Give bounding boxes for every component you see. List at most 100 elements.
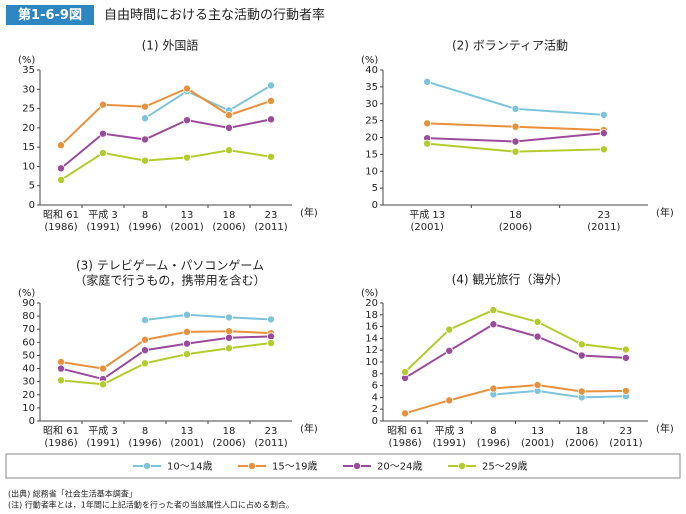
- x-tick-year: (1991): [86, 222, 119, 233]
- x-tick-label: 13: [181, 210, 194, 221]
- legend-label: 15～19歳: [272, 461, 317, 473]
- x-tick-label: 23: [265, 426, 278, 437]
- point: [99, 148, 108, 157]
- x-tick-label: 昭和 61: [43, 209, 79, 221]
- point: [511, 137, 520, 146]
- point: [57, 141, 66, 150]
- point: [224, 313, 233, 322]
- x-tick-year: (1991): [86, 438, 119, 449]
- point: [599, 110, 608, 119]
- y-tick-label: 20: [22, 390, 35, 401]
- x-tick-label: 昭和 61: [387, 425, 423, 437]
- y-axis-label: (%): [361, 288, 378, 299]
- point: [621, 345, 630, 354]
- point: [577, 340, 586, 349]
- point: [140, 114, 149, 123]
- legend-label: 10～14歳: [167, 461, 212, 473]
- x-tick-year: (2001): [521, 438, 554, 449]
- y-tick-label: 20: [22, 123, 35, 134]
- y-tick-label: 25: [365, 116, 378, 127]
- x-tick-year: (2006): [565, 438, 598, 449]
- point: [621, 353, 630, 362]
- point: [57, 364, 66, 373]
- x-tick-year: (2011): [254, 438, 287, 449]
- point: [511, 104, 520, 113]
- chart-title: (1) 外国語: [142, 38, 199, 53]
- y-tick-label: 0: [372, 200, 378, 211]
- y-tick-label: 90: [22, 298, 35, 309]
- y-tick-label: 10: [365, 357, 378, 368]
- series-line: [60, 335, 272, 381]
- x-tick-year: (2011): [254, 222, 287, 233]
- x-tick-label: 平成 3: [88, 209, 118, 221]
- point: [423, 139, 432, 148]
- point: [224, 111, 233, 120]
- y-tick-label: 6: [372, 381, 378, 392]
- y-tick-label: 30: [365, 99, 378, 110]
- x-tick-year: (2001): [411, 222, 444, 233]
- x-tick-year: (2006): [212, 438, 245, 449]
- point: [577, 351, 586, 360]
- x-tick-label: 8: [142, 426, 148, 437]
- y-tick-label: 10: [22, 161, 35, 172]
- x-tick-label: 昭和 61: [43, 425, 79, 437]
- x-axis-label: (年): [300, 422, 318, 435]
- point: [401, 368, 410, 377]
- point: [224, 327, 233, 336]
- chart-title: (4) 観光旅行（海外）: [452, 272, 569, 287]
- y-tick-label: 15: [22, 142, 35, 153]
- point: [57, 357, 66, 366]
- series-line: [60, 149, 272, 181]
- x-tick-label: 18: [509, 210, 522, 221]
- point: [57, 175, 66, 184]
- point: [401, 409, 410, 418]
- point: [99, 380, 108, 389]
- y-tick-label: 30: [22, 377, 35, 388]
- x-tick-label: 18: [223, 426, 236, 437]
- y-tick-label: 0: [372, 416, 378, 427]
- y-tick-label: 18: [365, 310, 378, 321]
- y-tick-label: 10: [365, 166, 378, 177]
- point: [57, 376, 66, 385]
- point: [489, 320, 498, 329]
- figure-badge: [6, 5, 94, 25]
- x-tick-label: 13: [531, 426, 544, 437]
- x-tick-label: 13: [181, 426, 194, 437]
- point: [182, 84, 191, 93]
- point: [266, 315, 275, 324]
- series-line: [60, 87, 272, 146]
- point: [140, 346, 149, 355]
- point: [423, 119, 432, 128]
- point: [182, 327, 191, 336]
- y-tick-label: 2: [372, 404, 378, 415]
- point: [140, 135, 149, 144]
- y-tick-label: 15: [365, 149, 378, 160]
- y-tick-label: 8: [372, 369, 378, 380]
- legend-marker: [457, 461, 466, 470]
- point: [224, 344, 233, 353]
- x-tick-year: (2006): [212, 222, 245, 233]
- point: [489, 306, 498, 315]
- y-tick-label: 40: [365, 65, 378, 76]
- legend-label: 20～24歳: [377, 461, 422, 473]
- y-tick-label: 25: [22, 104, 35, 115]
- point: [511, 122, 520, 131]
- series-line: [404, 323, 626, 379]
- legend-marker: [142, 461, 151, 470]
- x-tick-year: (1991): [433, 438, 466, 449]
- x-tick-year: (1986): [388, 438, 421, 449]
- point: [140, 335, 149, 344]
- chart-subtitle: （家庭で行うもの，携帯用を含む）: [74, 273, 265, 288]
- figure-title: 自由時間における主な活動の行動者率: [104, 7, 325, 23]
- point: [182, 339, 191, 348]
- point: [99, 129, 108, 138]
- footnote: (注) 行動者率とは，1年間に上記活動を行った者の当該属性人口に占める割合。: [8, 500, 294, 510]
- chart-title: (3) テレビゲーム・パソコンゲーム: [76, 259, 264, 273]
- point: [533, 332, 542, 341]
- x-tick-label: 18: [223, 210, 236, 221]
- y-tick-label: 80: [22, 311, 35, 322]
- point: [266, 115, 275, 124]
- point: [57, 164, 66, 173]
- y-tick-label: 35: [22, 65, 35, 76]
